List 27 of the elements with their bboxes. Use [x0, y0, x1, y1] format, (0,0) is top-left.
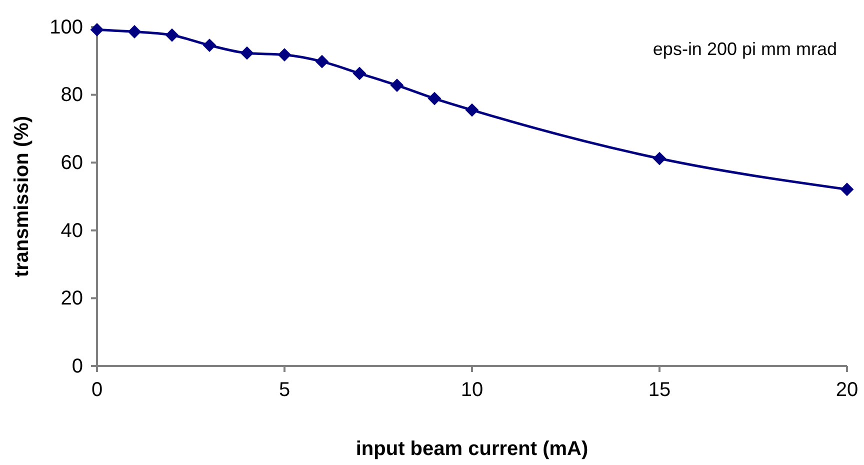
- x-tick-label: 0: [91, 379, 103, 402]
- y-axis-title: transmission (%): [11, 116, 33, 278]
- x-tick-label: 15: [648, 379, 671, 402]
- annotation: eps-in 200 pi mm mrad: [652, 39, 837, 59]
- y-tick-label: 0: [72, 355, 83, 378]
- point: [315, 54, 329, 68]
- point: [465, 103, 479, 117]
- x-tick-label: 5: [278, 379, 290, 402]
- y-tick-label: 20: [60, 288, 83, 310]
- point: [352, 66, 366, 80]
- point: [390, 78, 404, 92]
- x-tick-label: 10: [460, 379, 484, 402]
- point: [128, 25, 142, 38]
- point: [652, 152, 666, 166]
- point: [202, 38, 216, 52]
- point: [165, 28, 179, 42]
- point: [278, 48, 292, 62]
- point: [840, 182, 854, 196]
- y-tick-label: 100: [50, 16, 83, 38]
- point: [428, 92, 442, 106]
- x-tick-label: 20: [836, 379, 858, 402]
- point: [240, 46, 254, 60]
- y-tick-label: 80: [60, 84, 83, 106]
- x-axis-title: input beam current (mA): [356, 438, 588, 460]
- y-tick-label: 60: [60, 152, 83, 174]
- y-tick-label: 40: [60, 220, 83, 242]
- point: [90, 23, 104, 36]
